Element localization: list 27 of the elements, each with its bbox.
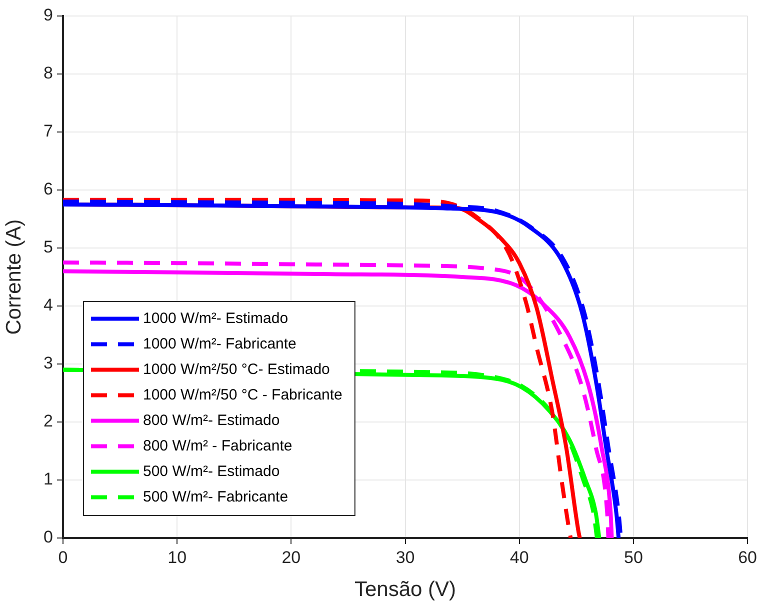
x-tick-label: 50 xyxy=(624,548,643,567)
x-tick-label: 20 xyxy=(282,548,301,567)
legend-label: 800 W/m² - Fabricante xyxy=(143,437,292,454)
y-tick-label: 2 xyxy=(44,412,53,431)
x-tick-label: 60 xyxy=(738,548,758,567)
x-axis-title: Tensão (V) xyxy=(354,578,456,602)
y-axis-title: Corrente (A) xyxy=(2,219,26,335)
x-tick-label: 0 xyxy=(58,548,68,567)
legend-label: 1000 W/m²- Fabricante xyxy=(143,335,296,352)
x-tick-label: 30 xyxy=(396,548,415,567)
y-tick-label: 4 xyxy=(44,296,53,315)
y-tick-label: 1 xyxy=(44,470,53,489)
legend-label: 1000 W/m²/50 °C- Estimado xyxy=(143,360,330,378)
legend-label: 500 W/m²- Fabricante xyxy=(143,488,288,506)
y-tick-label: 6 xyxy=(44,180,53,199)
legend-label: 1000 W/m²- Estimado xyxy=(143,310,288,327)
legend-label: 1000 W/m²/50 °C - Fabricante xyxy=(143,386,342,404)
legend-label: 800 W/m²- Estimado xyxy=(143,412,280,429)
y-tick-label: 9 xyxy=(44,6,53,25)
y-tick-label: 3 xyxy=(44,354,53,373)
y-tick-label: 8 xyxy=(44,64,53,83)
x-tick-label: 40 xyxy=(510,548,529,567)
y-tick-label: 0 xyxy=(44,528,53,547)
y-tick-label: 7 xyxy=(44,122,53,141)
y-tick-label: 5 xyxy=(44,238,53,257)
x-tick-label: 10 xyxy=(168,548,187,567)
legend-label: 500 W/m²- Estimado xyxy=(143,462,280,480)
